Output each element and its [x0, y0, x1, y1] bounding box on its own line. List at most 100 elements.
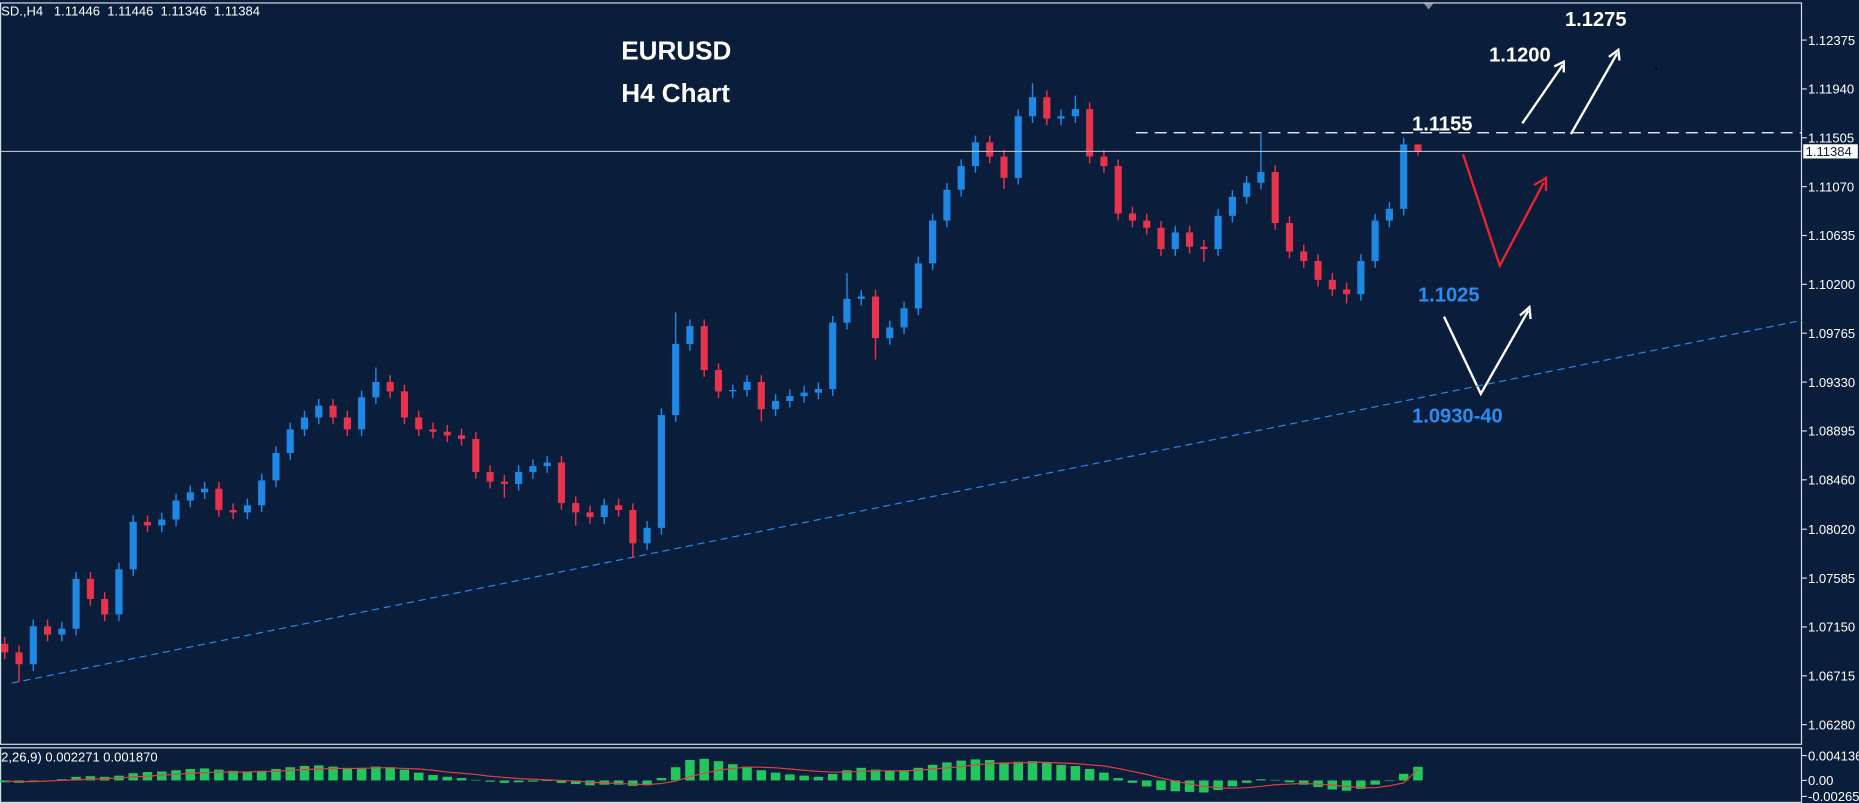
candle-body: [415, 417, 423, 430]
macd-bar: [328, 766, 338, 781]
macd-bar: [570, 780, 581, 785]
candle-body: [871, 296, 880, 339]
candle-body: [358, 397, 366, 430]
candle-body: [572, 502, 580, 513]
macd-bar: [356, 767, 367, 781]
candle-body: [500, 481, 508, 484]
open: 1.11446: [54, 3, 100, 18]
y-tick-label: 1.07150: [1808, 620, 1855, 635]
candle-body: [44, 626, 52, 635]
macd-bar: [342, 768, 353, 781]
candle-body: [300, 417, 309, 430]
macd-bar: [1056, 764, 1066, 781]
candle-body: [886, 327, 894, 339]
macd-bar: [670, 767, 681, 781]
macd-bar: [913, 767, 924, 781]
candle-body: [957, 166, 965, 190]
candle-body: [814, 389, 822, 393]
signal-line: [4, 761, 1419, 789]
macd-bar: [442, 776, 453, 781]
arrow-head: [1519, 304, 1532, 320]
y-tick-label: 1.08895: [1808, 424, 1855, 439]
trendline: [11, 319, 1803, 684]
macd-bar: [999, 762, 1009, 781]
arrow-head: [1533, 175, 1548, 191]
macd-bar: [1370, 780, 1380, 785]
macd-bar: [271, 769, 281, 781]
candle-body: [657, 415, 665, 528]
candle-body: [1257, 172, 1265, 183]
macd-bar: [1113, 778, 1123, 781]
macd-bar: [956, 760, 966, 781]
candle-body: [1143, 220, 1151, 228]
macd-bar: [870, 769, 881, 781]
candle-body: [615, 505, 623, 511]
macd-bar: [856, 767, 866, 781]
candle-body: [386, 381, 394, 392]
candle-body: [400, 391, 408, 418]
macd-bar: [756, 770, 767, 781]
macd-bar: [885, 770, 895, 781]
candle-body: [900, 308, 908, 328]
support-label: 1.1025: [1418, 284, 1480, 306]
candle-body: [343, 417, 351, 430]
candle-body: [786, 396, 794, 401]
chart-subtitle: H4 Chart: [621, 78, 730, 108]
candle-body: [129, 521, 137, 570]
macd-bar: [656, 778, 667, 781]
candle-body: [1100, 156, 1108, 167]
low: 1.11346: [161, 3, 207, 18]
candle-body: [515, 472, 523, 484]
candle-body: [714, 370, 723, 392]
macd-bar: [1413, 766, 1423, 781]
candle-body: [857, 296, 865, 299]
macd-bar: [485, 780, 495, 782]
macd-bar: [628, 780, 638, 786]
macd-bar: [499, 780, 510, 783]
macd-bar: [1356, 780, 1366, 789]
candle-body: [1186, 232, 1194, 247]
macd-bar: [228, 770, 238, 781]
scroll-marker: [1423, 3, 1434, 10]
price-tag-label: 1.11384: [1806, 144, 1852, 159]
y-tick-label: 1.06280: [1808, 717, 1855, 732]
header: SD.,H4 1.11446 1.11446 1.11346 1.11384: [1, 3, 260, 18]
macd-bar: [1013, 761, 1024, 781]
y-tick-label: 1.09330: [1808, 375, 1855, 390]
candle-body: [557, 462, 566, 503]
macd-bar: [1170, 780, 1181, 792]
plot-frame: [0, 2, 1803, 745]
macd-bar: [513, 780, 524, 783]
candle-body: [1043, 97, 1051, 119]
macd-bar: [1299, 780, 1309, 785]
macd-bar: [642, 780, 652, 786]
macd-bar: [399, 769, 410, 781]
candle-body: [201, 488, 209, 493]
macd-bar: [813, 776, 824, 781]
candle-body: [1086, 109, 1094, 157]
macd-bar: [1227, 780, 1238, 787]
macd-bar: [71, 776, 81, 781]
candle-body: [1357, 260, 1365, 295]
y-tick-label: 1.11505: [1808, 131, 1854, 146]
candle-body: [429, 429, 437, 432]
macd-bar: [214, 769, 224, 781]
candle-body: [629, 510, 637, 544]
macd-bar: [413, 772, 424, 781]
macd-bar: [770, 772, 781, 781]
candle-body: [914, 263, 922, 309]
support-label: 1.0930-40: [1412, 405, 1503, 427]
candle-body: [457, 435, 466, 439]
candle-body: [1385, 208, 1393, 221]
arrow-up: [1569, 52, 1619, 135]
candle-body: [29, 626, 37, 665]
macd-bar: [385, 767, 395, 781]
candle-body: [1200, 246, 1208, 250]
candle-body: [1000, 156, 1008, 178]
candle-body: [243, 505, 251, 513]
y-tick-label: 1.08020: [1808, 522, 1855, 537]
macd-bar: [1241, 780, 1252, 783]
candle-body: [143, 521, 152, 526]
macd-bar: [542, 780, 552, 782]
